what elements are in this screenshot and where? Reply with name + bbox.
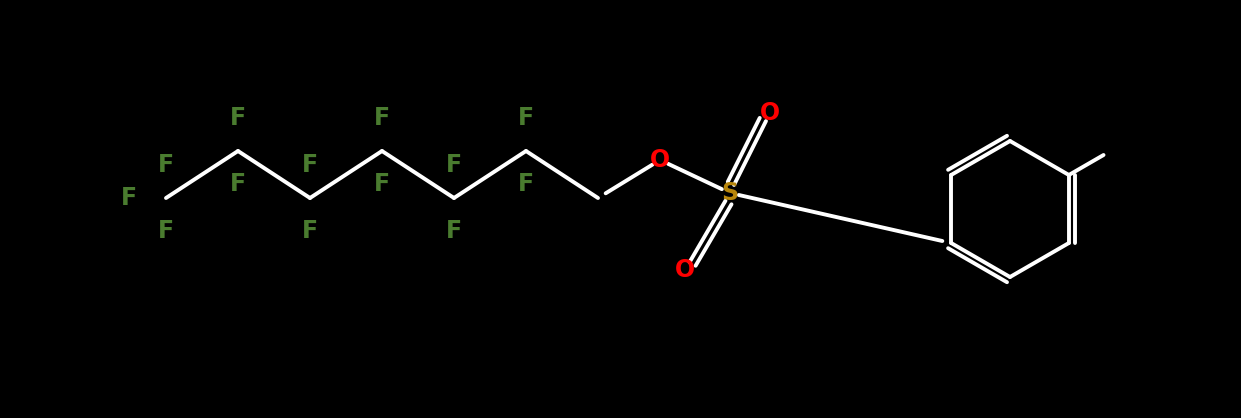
Text: F: F <box>158 219 174 243</box>
Text: F: F <box>374 106 390 130</box>
Text: F: F <box>302 219 318 243</box>
Text: O: O <box>759 101 781 125</box>
Text: F: F <box>517 106 534 130</box>
Text: F: F <box>446 153 462 177</box>
Text: F: F <box>230 172 246 196</box>
Text: F: F <box>158 153 174 177</box>
Text: O: O <box>650 148 670 172</box>
Text: F: F <box>302 153 318 177</box>
Text: S: S <box>721 181 738 205</box>
Text: O: O <box>675 258 695 282</box>
Text: F: F <box>374 172 390 196</box>
Text: F: F <box>446 219 462 243</box>
Text: F: F <box>517 172 534 196</box>
Text: F: F <box>230 106 246 130</box>
Text: F: F <box>120 186 137 210</box>
